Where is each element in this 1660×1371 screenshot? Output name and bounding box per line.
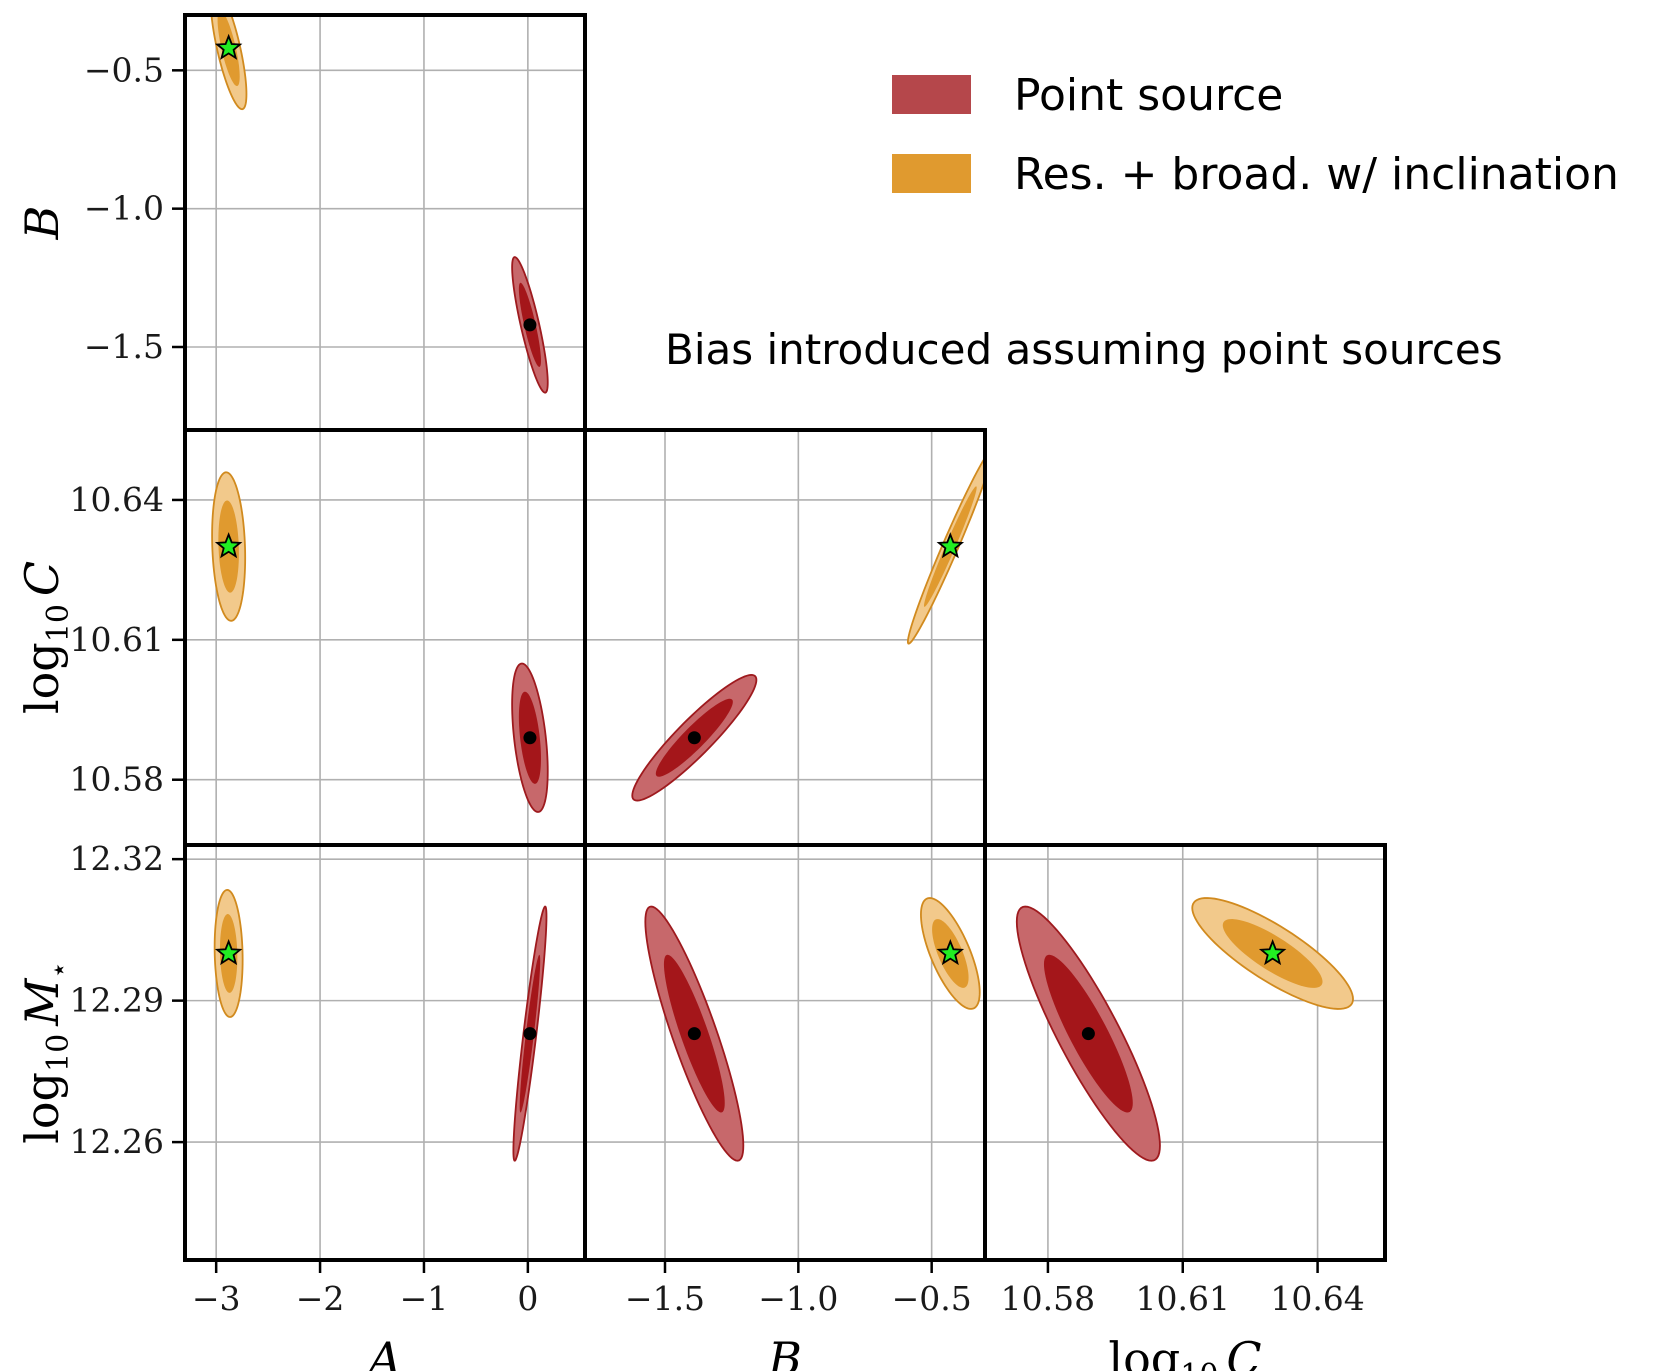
truth-star-marker — [936, 532, 965, 559]
x-axis-label: A — [364, 1332, 401, 1371]
y-tick-label: 12.29 — [70, 981, 164, 1020]
y-tick-label: −0.5 — [84, 50, 164, 89]
truth-star-marker — [214, 33, 243, 60]
y-tick-label: 12.26 — [70, 1122, 164, 1161]
panel-grid — [185, 15, 585, 430]
panel-contours — [213, 889, 548, 1162]
y-axis-b: −1.5 −1.0 −0.5 B — [15, 50, 185, 366]
x-tick-label: −3 — [192, 1279, 241, 1318]
panel-a-vs-log10c — [183, 428, 587, 847]
best-fit-dot — [523, 1027, 537, 1041]
x-tick-label: −1 — [400, 1279, 449, 1318]
panel-contours — [1015, 897, 1354, 1162]
panel-contours — [631, 456, 985, 802]
y-tick-label: 12.32 — [70, 839, 164, 878]
x-tick-label: 10.61 — [1136, 1279, 1230, 1318]
panel-contours — [211, 471, 549, 813]
y-axis-log10c: 10.58 10.61 10.64 log10C — [15, 480, 185, 799]
best-fit-dot — [687, 731, 701, 745]
truth-star-marker — [1258, 939, 1287, 966]
panel-contours — [644, 897, 981, 1162]
panel-grid — [585, 845, 985, 1260]
panel-a-vs-log10mstar — [183, 843, 587, 1262]
panel-grid — [985, 845, 1385, 1260]
truth-star-marker — [214, 939, 243, 966]
y-tick-label: 10.64 — [70, 480, 164, 519]
truth-star-marker — [936, 939, 965, 966]
x-tick-label: −1.5 — [625, 1279, 705, 1318]
legend-label-point-source: Point source — [1014, 70, 1283, 121]
panel-log10c-vs-log10mstar — [983, 843, 1387, 1262]
y-axis-label: log10C — [15, 561, 76, 714]
x-tick-label: −2 — [296, 1279, 345, 1318]
x-tick-label: 0 — [517, 1279, 538, 1318]
best-fit-dot — [523, 318, 537, 332]
panels-layer: −1.5−1.0−0.5B10.5810.6110.64log10C12.261… — [15, 13, 1387, 1371]
x-tick-label: 10.64 — [1270, 1279, 1364, 1318]
y-tick-label: −1.5 — [84, 327, 164, 366]
panel-b-vs-log10mstar — [583, 843, 987, 1262]
x-tick-label: −0.5 — [892, 1279, 972, 1318]
truth-star-marker — [214, 532, 243, 559]
x-axis-label: log10C — [1108, 1332, 1261, 1371]
y-axis-label: B — [15, 206, 69, 241]
y-tick-label: −1.0 — [84, 189, 164, 228]
y-tick-label: 10.61 — [70, 620, 164, 659]
panel-b-vs-log10c — [583, 428, 987, 847]
panel-grid — [185, 430, 585, 845]
y-axis-label: log10M⋆ — [15, 961, 76, 1144]
legend-swatch-res-broad — [892, 154, 971, 193]
panel-contours — [210, 15, 549, 394]
panel-frame — [983, 843, 1387, 1262]
y-tick-label: 10.58 — [70, 760, 164, 799]
legend: Point source Res. + broad. w/ inclinatio… — [892, 70, 1619, 200]
legend-swatch-point-source — [892, 75, 971, 114]
bias-annotation: Bias introduced assuming point sources — [665, 325, 1503, 374]
x-tick-label: −1.0 — [758, 1279, 838, 1318]
x-axis-label: B — [767, 1332, 802, 1371]
x-tick-label: 10.58 — [1001, 1279, 1095, 1318]
best-fit-dot — [1081, 1027, 1095, 1041]
best-fit-dot — [523, 731, 537, 745]
x-axis-a: −3 −2 −1 0 A — [192, 1260, 538, 1371]
x-axis-b: −1.5 −1.0 −0.5 B — [625, 1260, 972, 1371]
panel-a-vs-b — [183, 13, 587, 432]
y-axis-log10mstar: 12.26 12.29 12.32 log10M⋆ — [15, 839, 185, 1161]
legend-label-res-broad: Res. + broad. w/ inclination — [1014, 149, 1619, 200]
best-fit-dot — [687, 1027, 701, 1041]
